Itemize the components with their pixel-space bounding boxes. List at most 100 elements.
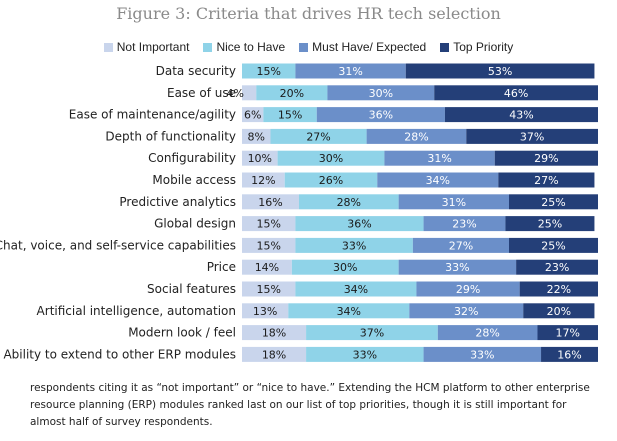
data-label: 30% <box>369 87 393 100</box>
body-text: respondents citing it as “not important”… <box>30 382 590 428</box>
bar-segment <box>434 85 598 101</box>
bar-segment <box>466 128 598 144</box>
bar-segment <box>509 237 598 253</box>
data-label: 36% <box>347 218 371 231</box>
data-label: 30% <box>333 261 357 274</box>
bar-row: Artificial intelligence, automation 13% 34… <box>37 303 595 319</box>
bar-segment <box>242 150 278 166</box>
category-label: Ease of maintenance/agility <box>69 108 236 122</box>
data-label: 37% <box>360 327 384 340</box>
data-label: 10% <box>248 152 272 165</box>
data-label: 15% <box>256 239 280 252</box>
bar-row: Predictive analytics 16% 28% 31% 25% <box>119 194 598 210</box>
data-label: 53% <box>488 65 512 78</box>
bar-segment <box>288 303 410 319</box>
data-label: 33% <box>342 239 366 252</box>
bar-row: Price 14% 30% 33% 23% <box>207 259 598 275</box>
bar-segment <box>523 303 595 319</box>
bar-segment <box>298 194 399 210</box>
bar-segment <box>242 85 257 101</box>
data-label: 8% <box>248 130 265 143</box>
bar-segment <box>516 259 598 275</box>
chart-legend: Not Important Nice to Have Must Have/ Ex… <box>0 40 617 54</box>
legend-label: Not Important <box>116 40 190 54</box>
data-label: 28% <box>337 196 361 209</box>
data-label: 29% <box>456 283 480 296</box>
data-label: 20% <box>547 305 571 318</box>
category-label: Ease of use <box>167 86 236 100</box>
category-label: Social features <box>147 282 236 296</box>
data-label: 36% <box>369 109 393 122</box>
bar-segment <box>242 216 296 232</box>
bar-segment <box>242 63 296 79</box>
data-label: 12% <box>251 174 275 187</box>
bar-segment <box>509 194 598 210</box>
bar-segment <box>263 107 317 123</box>
bar-segment <box>306 325 438 341</box>
bar-segment <box>537 325 598 341</box>
data-label: 34% <box>426 174 450 187</box>
bar-segment <box>416 281 520 297</box>
bar-segment <box>242 237 296 253</box>
data-label: 30% <box>319 152 343 165</box>
data-label: 22% <box>547 283 571 296</box>
bar-segment <box>377 172 499 188</box>
data-label: 46% <box>504 87 528 100</box>
bar-segment <box>519 281 598 297</box>
bar-segment <box>295 63 406 79</box>
bar-segment <box>242 194 299 210</box>
data-label: 25% <box>538 218 562 231</box>
data-label: 25% <box>541 239 565 252</box>
category-label: Artificial intelligence, automation <box>37 304 236 318</box>
bar-segment <box>541 346 598 362</box>
data-label: 26% <box>319 174 343 187</box>
bar-segment <box>295 216 424 232</box>
bar-segment <box>423 346 542 362</box>
bar-segment <box>242 281 296 297</box>
data-label: 18% <box>262 348 286 361</box>
bar-segment <box>505 216 595 232</box>
bar-row: Mobile access 12% 26% 34% 27% <box>152 172 595 188</box>
bar-segment <box>284 172 378 188</box>
legend-label: Top Priority <box>453 40 514 54</box>
category-label: Global design <box>154 217 236 231</box>
chart-title: Figure 3: Criteria that drives HR tech s… <box>116 4 501 23</box>
data-label: 17% <box>556 327 580 340</box>
legend-label: Must Have/ Expected <box>312 40 427 54</box>
data-label: 15% <box>256 283 280 296</box>
data-label: 32% <box>454 305 478 318</box>
category-label: Ability to extend to other ERP modules <box>3 347 236 361</box>
data-label: 13% <box>253 305 277 318</box>
category-label: Depth of functionality <box>105 129 236 143</box>
bar-segment <box>437 325 538 341</box>
data-label: 15% <box>256 218 280 231</box>
data-label: 33% <box>353 348 377 361</box>
data-label: 15% <box>256 65 280 78</box>
legend-item-not-important: Not Important <box>103 40 190 54</box>
bar-row: Ease of maintenance/agility 6% 15% 36% 43% <box>69 107 598 123</box>
category-label: Chat, voice, and self-service capabiliti… <box>0 238 236 252</box>
bar-segment <box>242 128 271 144</box>
legend-label: Nice to Have <box>216 40 286 54</box>
data-label: 14% <box>255 261 279 274</box>
data-label: 33% <box>445 261 469 274</box>
bar-row: Chat, voice, and self-service capabiliti… <box>0 237 598 253</box>
bar-segment <box>306 346 424 362</box>
bar-segment <box>423 216 506 232</box>
data-label: 31% <box>442 196 466 209</box>
legend-swatch <box>203 42 213 52</box>
bar-segment <box>242 303 289 319</box>
bar-segment <box>412 237 509 253</box>
legend-swatch <box>103 42 113 52</box>
bar-segment <box>398 259 517 275</box>
data-label: 28% <box>404 130 428 143</box>
bar-segment <box>256 85 328 101</box>
data-label: 29% <box>534 152 558 165</box>
bar-segment <box>498 172 595 188</box>
bar-segment <box>327 85 435 101</box>
bar-segment <box>398 194 509 210</box>
data-label: 15% <box>278 109 302 122</box>
bar-segment <box>277 150 385 166</box>
